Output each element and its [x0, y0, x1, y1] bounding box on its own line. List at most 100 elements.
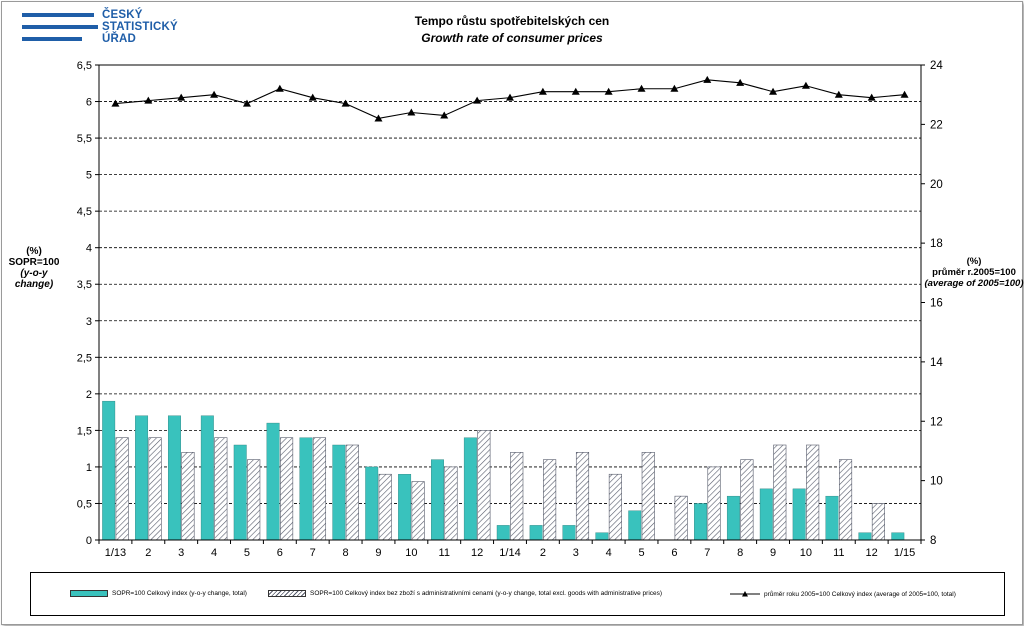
bar-excl-admin — [806, 444, 820, 541]
line-point-avg2005 — [111, 99, 120, 107]
line-point-avg2005 — [703, 75, 712, 83]
y-left-tick-label: 5 — [86, 170, 92, 182]
y-right-tick-label: 20 — [930, 179, 943, 191]
line-point-avg2005 — [801, 81, 810, 89]
x-tick-label: 10 — [405, 547, 417, 559]
y-left-tick-label: 3 — [86, 316, 92, 328]
bar-excl-admin — [477, 430, 491, 541]
line-point-avg2005 — [506, 93, 514, 101]
line-point-avg2005 — [736, 78, 745, 86]
csu-logo: ČESKÝ STATISTICKÝ ÚŘAD — [22, 9, 192, 46]
bar-excl-admin — [444, 466, 458, 541]
line-point-avg2005 — [604, 87, 613, 95]
y-right-tick-label: 12 — [930, 416, 943, 428]
line-point-avg2005 — [341, 99, 350, 107]
line-point-avg2005 — [275, 84, 284, 92]
bar-total — [463, 437, 477, 541]
x-tick-label: 3 — [573, 547, 579, 559]
bar-total — [628, 510, 642, 541]
bar-excl-admin — [181, 452, 195, 541]
bar-total — [398, 474, 412, 541]
y-left-tick-label: 6,5 — [77, 60, 92, 72]
x-tick-label: 6 — [671, 547, 677, 559]
bar-excl-admin — [115, 437, 129, 541]
logo-line-2: STATISTICKÝ — [102, 21, 178, 33]
x-tick-label: 6 — [277, 547, 283, 559]
x-tick-label: 7 — [704, 547, 710, 559]
y-right-tick-label: 14 — [930, 357, 943, 369]
bar-excl-admin — [148, 437, 162, 541]
y-right-label-line-2: průměr r.2005=100 — [932, 267, 1016, 278]
bar-total — [431, 459, 444, 541]
bar-total — [792, 488, 806, 541]
y-right-tick-label: 16 — [930, 298, 943, 310]
y-right-tick-label: 8 — [930, 535, 936, 547]
y-left-tick-label: 4,5 — [77, 206, 92, 218]
y-right-label-line-3: (average of 2005=100) — [924, 278, 1024, 289]
bar-excl-admin — [247, 459, 261, 541]
legend-label-total: SOPR=100 Celkový index (y-o-y change, to… — [112, 590, 247, 597]
x-tick-label: 4 — [606, 547, 612, 559]
line-point-avg2005 — [769, 87, 778, 95]
line-point-avg2005 — [900, 90, 909, 98]
bar-total — [595, 532, 609, 541]
line-point-avg2005 — [308, 93, 317, 101]
y-left-tick-label: 0,5 — [77, 498, 92, 510]
legend-swatch-solid — [70, 590, 108, 597]
bar-excl-admin — [773, 444, 787, 541]
y-left-tick-label: 2 — [86, 389, 92, 401]
y-left-tick-label: 0 — [86, 535, 92, 547]
bar-total — [726, 495, 740, 541]
bar-total — [365, 466, 379, 541]
x-tick-label: 9 — [770, 547, 776, 559]
y-left-tick-label: 4 — [86, 243, 92, 255]
x-tick-label: 5 — [244, 547, 250, 559]
legend-item-excl-admin: SOPR=100 Celkový index bez zboží s admin… — [268, 590, 662, 597]
line-point-avg2005 — [242, 99, 251, 107]
bar-excl-admin — [214, 437, 228, 541]
line-point-avg2005 — [374, 114, 383, 122]
x-tick-label: 12 — [866, 547, 878, 559]
x-tick-label: 1/15 — [894, 547, 915, 559]
bar-excl-admin — [575, 452, 590, 541]
y-right-tick-label: 18 — [930, 238, 943, 250]
y-left-tick-label: 5,5 — [77, 133, 92, 145]
bar-total — [694, 503, 707, 541]
legend-label-excl-admin: SOPR=100 Celkový index bez zboží s admin… — [310, 590, 663, 597]
bar-total — [759, 488, 773, 541]
y-left-tick-label: 6 — [86, 97, 92, 109]
line-point-avg2005 — [867, 93, 876, 101]
legend-swatch-hatched — [268, 590, 306, 597]
x-tick-label: 12 — [471, 547, 483, 559]
bar-excl-admin — [871, 503, 885, 541]
line-point-avg2005 — [407, 108, 416, 116]
line-point-avg2005 — [834, 90, 843, 98]
bar-excl-admin — [378, 473, 392, 541]
x-tick-label: 9 — [375, 547, 381, 559]
x-tick-label: 1/14 — [499, 547, 520, 559]
x-tick-label: 1/13 — [105, 547, 126, 559]
bar-excl-admin — [641, 452, 655, 541]
bar-excl-admin — [740, 459, 754, 541]
y-right-tick-label: 22 — [930, 119, 943, 131]
bar-total — [167, 415, 181, 541]
line-point-avg2005 — [670, 84, 679, 92]
bar-excl-admin — [280, 437, 294, 541]
y-right-label-line-1: (%) — [966, 256, 982, 267]
bar-total — [562, 525, 576, 541]
bar-total — [891, 532, 905, 541]
y-left-tick-label: 2,5 — [77, 352, 92, 364]
x-tick-label: 8 — [343, 547, 349, 559]
bar-total — [200, 415, 214, 541]
y-left-label: (%) SOPR=100 (y-o-y change) — [2, 246, 66, 290]
x-tick-label: 2 — [540, 547, 546, 559]
y-left-tick-label: 1,5 — [77, 425, 92, 437]
bar-total — [496, 525, 510, 541]
x-tick-label: 10 — [800, 547, 812, 559]
y-right-label: (%) průměr r.2005=100 (average of 2005=1… — [924, 256, 1024, 289]
legend — [30, 572, 1005, 616]
bar-excl-admin — [411, 481, 425, 541]
bar-total — [266, 422, 280, 541]
x-tick-label: 2 — [145, 547, 151, 559]
bar-excl-admin — [345, 444, 359, 541]
